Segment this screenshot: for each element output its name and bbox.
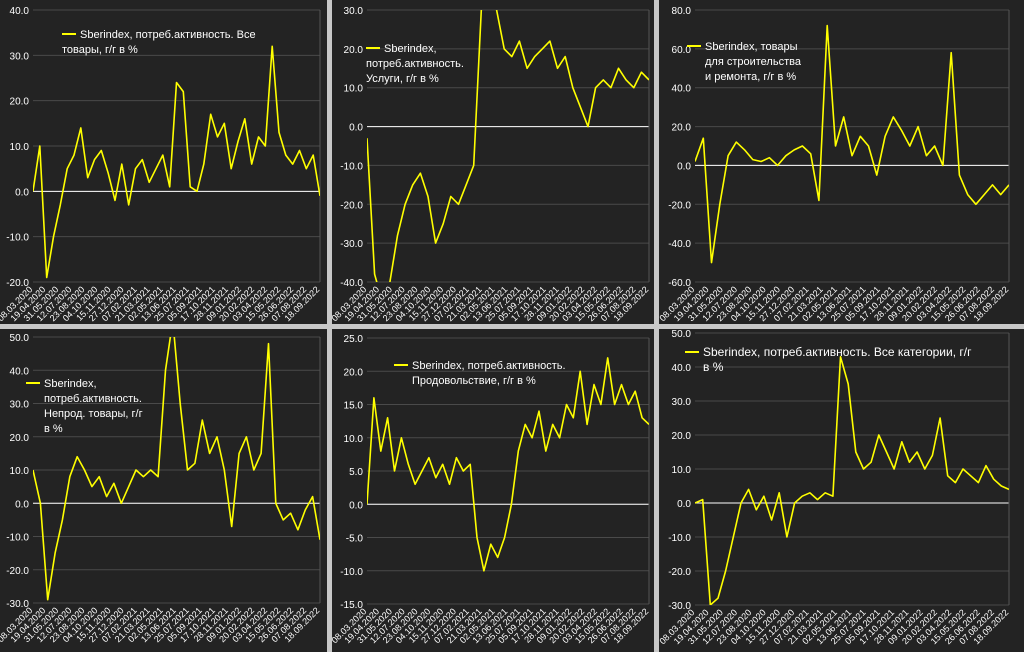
y-tick-label: 5.0 xyxy=(349,467,363,478)
y-tick-label: -30.0 xyxy=(668,601,691,612)
chart-panel-construction: 80.0 60.0 40.0 20.0 0.0 -20.0 -40.0 -60.0 08.03.… xyxy=(659,0,1024,324)
y-tick-label: 30.0 xyxy=(672,397,692,408)
y-tick-label: 0.0 xyxy=(677,499,691,510)
y-tick-label: 50.0 xyxy=(672,329,692,340)
chart-svg-construction: 80.060.040.020.00.0-20.0-40.0-60.008.03.… xyxy=(659,6,1010,323)
y-tick-label: -15.0 xyxy=(340,600,363,611)
legend-text-line-3: и ремонта, г/г в % xyxy=(705,71,797,83)
y-tick-label: 0.0 xyxy=(15,499,29,510)
chart-svg-non-food: 50.040.030.020.010.00.0-10.0-20.0-30.008… xyxy=(0,333,321,644)
y-tick-label: -20.0 xyxy=(668,200,691,211)
chart-svg-all-goods: 40.030.020.010.00.0-10.0-20.008.03.20201… xyxy=(0,6,321,323)
legend-line-swatch xyxy=(62,33,76,36)
legend-text-line-1: Sberindex, xyxy=(44,378,97,390)
y-tick-label: 20.0 xyxy=(672,431,692,442)
chart-panel-food: 25.0 20.0 15.0 10.0 5.0 0.0 -5.0 -10.0 -15.0 08.0… xyxy=(332,329,654,652)
chart-svg-services: 30.020.010.00.0-10.0-20.0-30.0-40.008.03… xyxy=(332,6,650,323)
legend-text-line-2: в % xyxy=(703,360,724,374)
legend-food: Sberindex, потреб.активность. Продовольс… xyxy=(394,359,566,389)
legend-text-line-2: потреб.активность. xyxy=(366,58,464,70)
y-tick-label: 50.0 xyxy=(10,333,30,344)
series-line xyxy=(695,356,1009,605)
chart-panel-all-categories: 50.0 40.0 30.0 20.0 10.0 0.0 -10.0 -20.0 -30.0 08… xyxy=(659,329,1024,652)
legend-line-swatch xyxy=(366,47,380,50)
y-tick-label: -20.0 xyxy=(340,200,363,211)
y-tick-label: 30.0 xyxy=(344,6,364,17)
y-tick-label: -40.0 xyxy=(668,239,691,250)
series-line xyxy=(367,357,649,572)
y-tick-label: -10.0 xyxy=(668,533,691,544)
y-tick-label: -40.0 xyxy=(340,278,363,289)
chart-svg-all-categories: 50.040.030.020.010.00.0-10.0-20.0-30.008… xyxy=(659,329,1010,646)
legend-line-swatch xyxy=(394,364,408,367)
y-tick-label: 20.0 xyxy=(672,123,692,134)
y-tick-label: 10.0 xyxy=(672,465,692,476)
y-tick-label: -20.0 xyxy=(6,278,29,289)
y-tick-label: 80.0 xyxy=(672,6,692,17)
y-tick-label: -5.0 xyxy=(346,534,364,545)
y-tick-label: 10.0 xyxy=(10,466,30,477)
y-tick-label: -10.0 xyxy=(6,533,29,544)
legend-text-line-1: Sberindex, товары xyxy=(705,41,798,53)
legend-text-line-2: товары, г/г в % xyxy=(62,44,138,56)
series-line xyxy=(695,24,1009,264)
y-tick-label: 30.0 xyxy=(10,51,30,62)
y-tick-label: -20.0 xyxy=(6,566,29,577)
series-line xyxy=(33,45,320,279)
y-tick-label: 20.0 xyxy=(344,367,364,378)
legend-text-line-3: Услуги, г/г в % xyxy=(366,73,439,85)
y-tick-label: 10.0 xyxy=(344,434,364,445)
series-line xyxy=(367,10,649,282)
y-tick-label: 0.0 xyxy=(15,187,29,198)
y-tick-label: -60.0 xyxy=(668,278,691,289)
legend-line-swatch xyxy=(26,382,40,385)
legend-text-line-1: Sberindex, потреб.активность. Все катего… xyxy=(703,345,972,359)
y-tick-label: 15.0 xyxy=(344,401,364,412)
y-tick-label: 25.0 xyxy=(344,334,364,345)
y-tick-label: -10.0 xyxy=(340,567,363,578)
y-tick-label: 30.0 xyxy=(10,400,30,411)
legend-text-line-2: потреб.активность. xyxy=(44,393,142,405)
legend-text-line-3: Непрод. товары, г/г xyxy=(44,408,143,420)
y-tick-label: 20.0 xyxy=(344,45,364,56)
y-tick-label: -10.0 xyxy=(340,161,363,172)
legend-line-swatch xyxy=(687,45,701,48)
legend-non-food: Sberindex, потреб.активность. Непрод. то… xyxy=(26,377,143,437)
y-tick-label: 10.0 xyxy=(10,142,30,153)
legend-text-line-1: Sberindex, потреб.активность. xyxy=(412,360,566,372)
y-tick-label: -30.0 xyxy=(340,239,363,250)
y-tick-label: 20.0 xyxy=(10,433,30,444)
legend-text-line-4: в % xyxy=(44,423,63,435)
legend-all-goods: Sberindex, потреб.активность. Все товары… xyxy=(62,28,256,58)
y-tick-label: 0.0 xyxy=(677,161,691,172)
y-tick-label: 60.0 xyxy=(672,45,692,56)
y-tick-label: 0.0 xyxy=(349,123,363,134)
y-tick-label: 40.0 xyxy=(672,363,692,374)
legend-text-line-2: Продовольствие, г/г в % xyxy=(412,375,536,387)
chart-svg-food: 25.020.015.010.05.00.0-5.0-10.0-15.008.0… xyxy=(332,334,650,645)
legend-services: Sberindex, потреб.активность. Услуги, г/… xyxy=(366,42,464,87)
legend-all-categories: Sberindex, потреб.активность. Все катего… xyxy=(685,345,971,375)
legend-construction: Sberindex, товары для строительства и ре… xyxy=(687,40,801,85)
y-tick-label: 40.0 xyxy=(10,366,30,377)
y-tick-label: -10.0 xyxy=(6,233,29,244)
y-tick-label: 40.0 xyxy=(672,84,692,95)
y-tick-label: -30.0 xyxy=(6,599,29,610)
legend-text-line-1: Sberindex, xyxy=(384,43,437,55)
y-tick-label: -20.0 xyxy=(668,567,691,578)
chart-panel-services: 30.0 20.0 10.0 0.0 -10.0 -20.0 -30.0 -40.0 08.03… xyxy=(332,0,654,324)
chart-panel-all-goods: 40.0 30.0 20.0 10.0 0.0 -10.0 -20.0 08.03.2020 1… xyxy=(0,0,327,324)
y-tick-label: 20.0 xyxy=(10,97,30,108)
legend-text-line-1: Sberindex, потреб.активность. Все xyxy=(80,29,256,41)
legend-text-line-2: для строительства xyxy=(705,56,801,68)
chart-panel-non-food: 50.0 40.0 30.0 20.0 10.0 0.0 -10.0 -20.0 -30.0 08… xyxy=(0,329,327,652)
y-tick-label: 10.0 xyxy=(344,84,364,95)
legend-line-swatch xyxy=(685,350,699,353)
series-line xyxy=(33,337,320,601)
y-tick-label: 40.0 xyxy=(10,6,30,17)
y-tick-label: 0.0 xyxy=(349,500,363,511)
